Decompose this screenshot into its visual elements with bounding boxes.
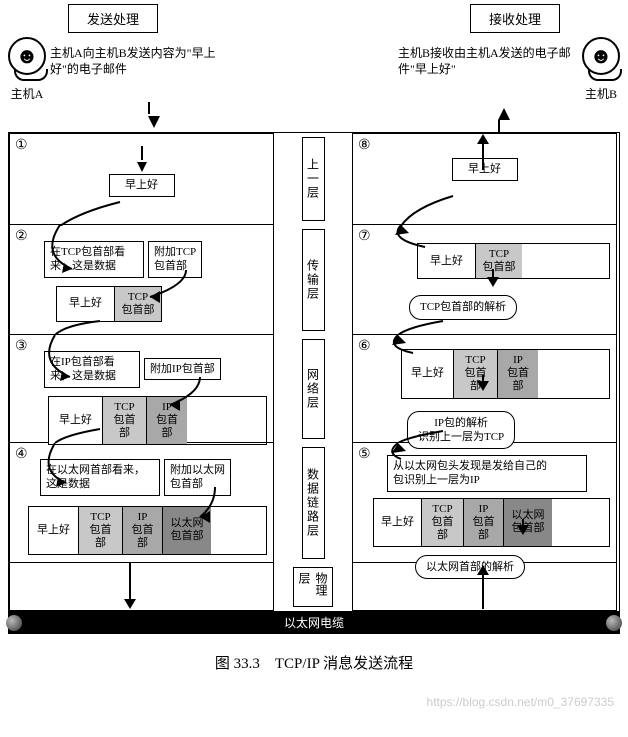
layer-upper: 上一层 [302, 137, 325, 221]
recv-step-6: ⑥ 早上好 TCP 包首部 IP 包首部 IP包的解析 识别上一层为TCP [352, 335, 617, 443]
note: 在TCP包首部看来，这是数据 [44, 241, 144, 278]
step-num: ⑧ [358, 137, 371, 154]
avatar-host-a: ☻ [8, 37, 46, 75]
recv-header: 接收处理 [470, 4, 560, 33]
packet-5: 早上好 TCP 包首部 IP 包首部 以太网 包首部 [373, 498, 610, 548]
layer-physical: 物理层 [293, 567, 333, 607]
main-grid: ① 早上好 ② 在TCP包首部看来，这是数据 附加TCP 包首部 [8, 132, 620, 612]
packet-3: 早上好 TCP 包首部 IP 包首部 [48, 396, 267, 446]
packet-7: 早上好 TCP 包首部 [417, 243, 610, 279]
cable-end-icon [6, 615, 22, 631]
step-num: ⑥ [358, 338, 371, 355]
recv-step-8: ⑧ 早上好 [352, 133, 617, 225]
send-step-3: ③ 在IP包首部看来，这是数据 附加IP包首部 早上好 TCP 包首部 IP 包… [9, 335, 274, 443]
layer-network: 网络层 [302, 339, 325, 439]
packet-8: 早上好 [452, 158, 518, 181]
intro-row: ☻ 主机A 主机A向主机B发送内容为"早上好"的电子邮件 主机B接收由主机A发送… [8, 37, 620, 102]
send-step-4: ④ 在以太网首部看来，这是数据 附加以太网 包首部 早上好 TCP 包首部 IP… [9, 443, 274, 563]
note: 在以太网首部看来，这是数据 [40, 459, 160, 496]
cable-label: 以太网电缆 [284, 616, 344, 630]
attach-label: 附加以太网 包首部 [164, 459, 231, 496]
send-header: 发送处理 [68, 4, 158, 33]
packet-6: 早上好 TCP 包首部 IP 包首部 [401, 349, 610, 399]
step-num: ⑦ [358, 228, 371, 245]
send-step-2: ② 在TCP包首部看来，这是数据 附加TCP 包首部 早上好 TCP 包首部 [9, 225, 274, 335]
layer-transport: 传输层 [302, 229, 325, 331]
intro-b: 主机B接收由主机A发送的电子邮件"早上好" ☻ 主机B [340, 37, 620, 102]
step-num: ② [15, 228, 28, 245]
layer-datalink: 数据链路层 [302, 447, 325, 559]
send-column: ① 早上好 ② 在TCP包首部看来，这是数据 附加TCP 包首部 [9, 133, 274, 611]
packet-1: 早上好 [109, 174, 175, 197]
note: 从以太网包头发现是发给自己的 包识别上一层为IP [387, 455, 587, 492]
layer-column: 上一层 传输层 网络层 数据链路层 物理层 [274, 133, 352, 611]
packet-4: 早上好 TCP 包首部 IP 包首部 以太网 包首部 [28, 506, 267, 556]
column-headers: 发送处理 接收处理 [8, 4, 620, 33]
intro-a: ☻ 主机A 主机A向主机B发送内容为"早上好"的电子邮件 [8, 37, 288, 102]
intro-a-text: 主机A向主机B发送内容为"早上好"的电子邮件 [50, 45, 230, 77]
packet-2: 早上好 TCP 包首部 [56, 286, 162, 322]
step-num: ① [15, 137, 28, 154]
recv-physical [352, 563, 617, 611]
attach-label: 附加IP包首部 [144, 358, 221, 380]
cable-end-icon [606, 615, 622, 631]
send-step-1: ① 早上好 [9, 133, 274, 225]
attach-label: 附加TCP 包首部 [148, 241, 202, 278]
step-num: ⑤ [358, 446, 371, 463]
recv-column: ⑧ 早上好 ⑦ 早上好 TCP 包首部 [352, 133, 617, 611]
ethernet-cable: 以太网电缆 [8, 612, 620, 634]
parse-box: TCP包首部的解析 [409, 295, 517, 319]
avatar-host-b: ☻ [582, 37, 620, 75]
host-a-label: 主机A [8, 85, 46, 102]
step-num: ④ [15, 446, 28, 463]
step-num: ③ [15, 338, 28, 355]
recv-step-7: ⑦ 早上好 TCP 包首部 TCP包首部的解析 [352, 225, 617, 335]
watermark: https://blog.csdn.net/m0_37697335 [8, 695, 620, 709]
host-b-label: 主机B [582, 85, 620, 102]
figure-caption: 图 33.3 TCP/IP 消息发送流程 [8, 652, 620, 673]
diagram-root: 发送处理 接收处理 ☻ 主机A 主机A向主机B发送内容为"早上好"的电子邮件 主… [8, 4, 620, 709]
recv-step-5: ⑤ 从以太网包头发现是发给自己的 包识别上一层为IP 早上好 TCP 包首部 I… [352, 443, 617, 563]
note: 在IP包首部看来，这是数据 [44, 351, 140, 388]
intro-b-text: 主机B接收由主机A发送的电子邮件"早上好" [398, 45, 578, 77]
send-physical [9, 563, 274, 611]
